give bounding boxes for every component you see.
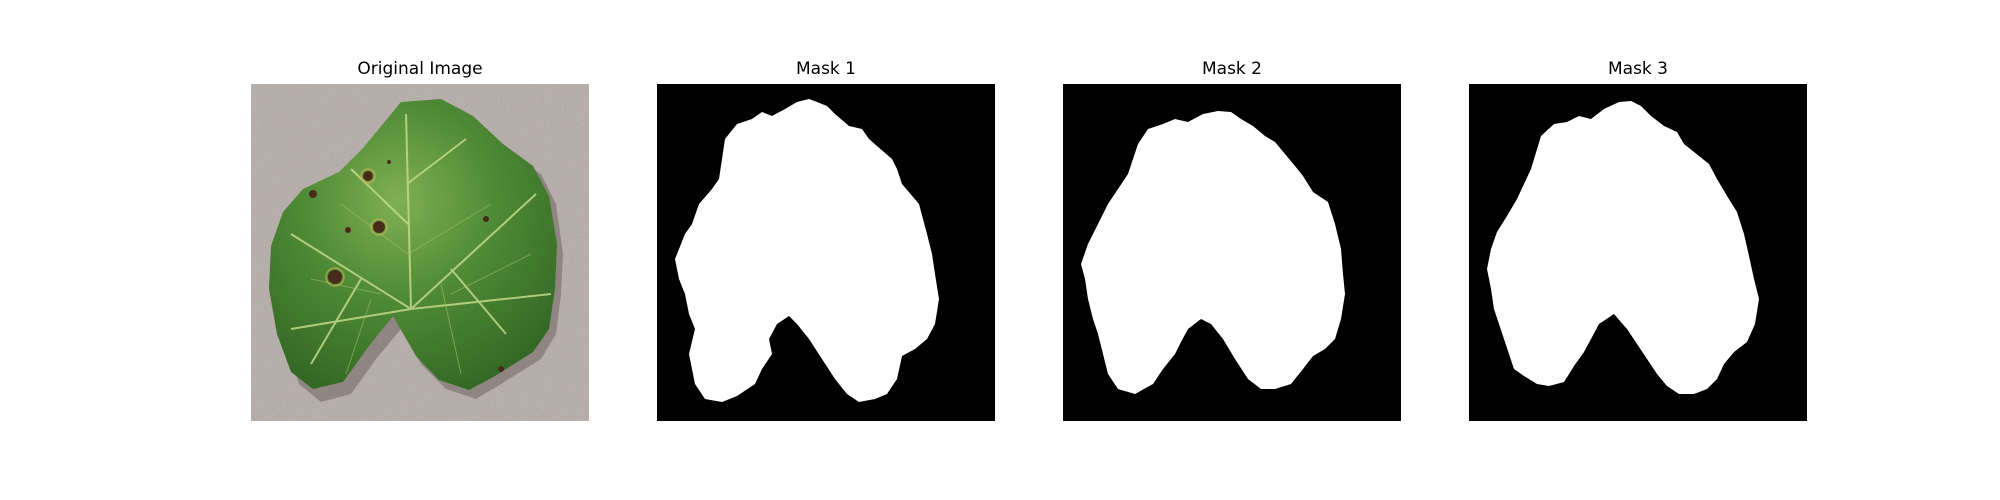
panel-title: Mask 2 <box>1201 59 1262 79</box>
mask-3-image <box>1469 84 1807 421</box>
leaf-photo <box>251 84 589 421</box>
leaf-minor-veins <box>310 203 532 375</box>
panel-original-image: Original Image <box>251 0 589 500</box>
panel-mask-3: Mask 3 <box>1469 0 1807 500</box>
mask-2-image <box>1063 84 1401 421</box>
panel-title: Mask 3 <box>1607 59 1668 79</box>
mask-1-image <box>657 84 995 421</box>
lesion-halos <box>325 168 388 287</box>
panel-mask-1: Mask 1 <box>657 0 995 500</box>
leaf-lesions <box>309 160 504 372</box>
leaf-veins <box>290 113 552 365</box>
panel-title: Original Image <box>357 59 483 79</box>
mask-1-region <box>675 99 939 402</box>
leaf-body <box>269 99 557 390</box>
mask-3-region <box>1487 101 1759 394</box>
panel-mask-2: Mask 2 <box>1063 0 1401 500</box>
mask-2-region <box>1081 111 1345 394</box>
panel-title: Mask 1 <box>795 59 856 79</box>
